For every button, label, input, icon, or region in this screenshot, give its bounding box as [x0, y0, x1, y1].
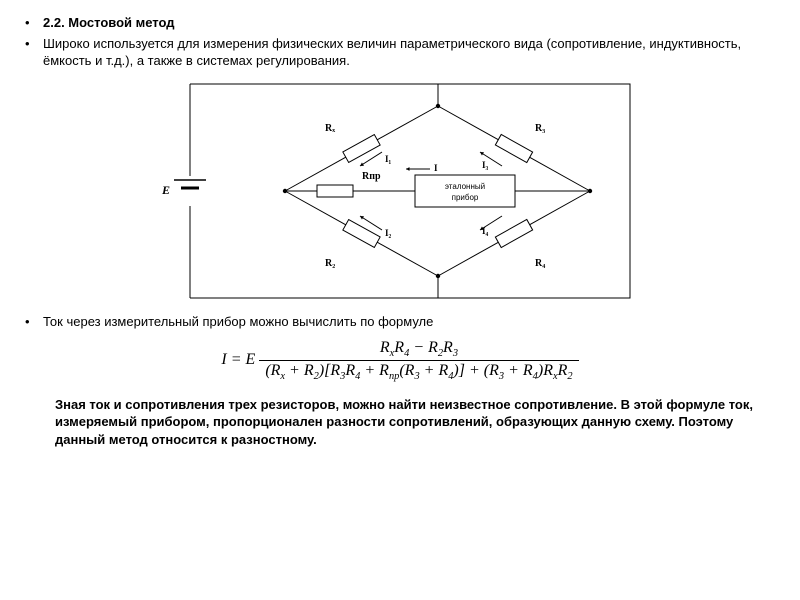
formula-fraction: RxR4 − R2R3 (Rx + R2)[R3R4 + Rпр(R3 + R4…: [259, 339, 578, 382]
bullet-dot: •: [25, 314, 43, 331]
heading-text: 2.2. Мостовой метод: [43, 15, 775, 32]
para1-text: Широко используется для измерения физиче…: [43, 36, 775, 70]
svg-text:I₂: I₂: [385, 228, 392, 238]
formula: I = E RxR4 − R2R3 (Rx + R2)[R3R4 + Rпр(R…: [25, 339, 775, 382]
svg-text:Rₓ: Rₓ: [325, 123, 335, 134]
para1-item: • Широко используется для измерения физи…: [25, 36, 775, 70]
formula-lhs: I = E: [221, 351, 255, 369]
circuit-diagram: E Rₓ R₃ R₂ R₄ Rпр эталонный прибор I₁ I₃ I₂ I₄ I: [25, 76, 775, 306]
bullet-dot: •: [25, 15, 43, 32]
formula-numerator: RxR4 − R2R3: [374, 339, 464, 360]
svg-text:R₄: R₄: [535, 258, 545, 269]
svg-text:I₁: I₁: [385, 154, 392, 164]
bullet-dot: •: [25, 36, 43, 70]
svg-text:эталонный: эталонный: [445, 182, 485, 191]
para2-text: Ток через измерительный прибор можно выч…: [43, 314, 775, 331]
svg-text:I: I: [434, 163, 438, 173]
bridge-circuit-svg: E Rₓ R₃ R₂ R₄ Rпр эталонный прибор I₁ I₃ I₂ I₄ I: [130, 76, 670, 306]
para2-item: • Ток через измерительный прибор можно в…: [25, 314, 775, 331]
svg-text:прибор: прибор: [452, 193, 479, 202]
conclusion-text: Зная ток и сопротивления трех резисторов…: [55, 396, 775, 449]
svg-text:I₃: I₃: [482, 160, 489, 170]
svg-text:R₂: R₂: [325, 258, 335, 269]
formula-denominator: (Rx + R2)[R3R4 + Rпр(R3 + R4)] + (R3 + R…: [259, 360, 578, 382]
svg-text:Rпр: Rпр: [362, 171, 381, 182]
svg-text:I₄: I₄: [482, 226, 489, 236]
heading-item: • 2.2. Мостовой метод: [25, 15, 775, 32]
svg-text:R₃: R₃: [535, 123, 545, 134]
svg-text:E: E: [161, 183, 170, 197]
